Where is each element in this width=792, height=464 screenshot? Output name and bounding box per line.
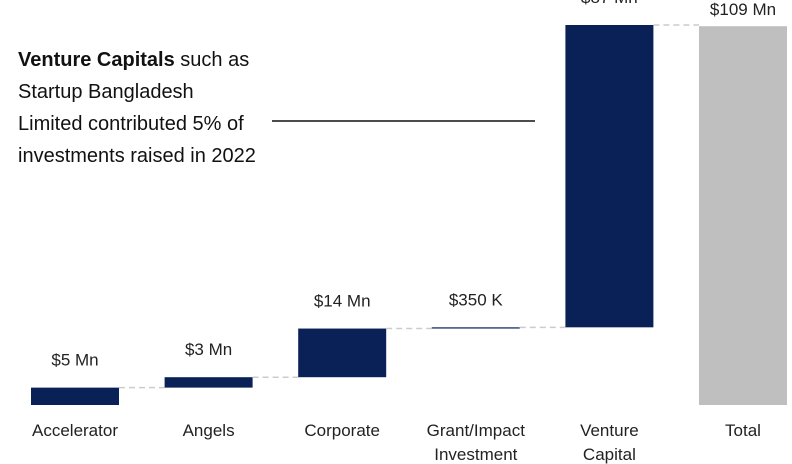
bar	[298, 328, 387, 378]
bar	[565, 25, 654, 328]
x-tick-label: Accelerator	[32, 421, 118, 440]
value-label: $5 Mn	[51, 351, 98, 370]
x-tick-label: Total	[725, 421, 761, 440]
value-label: $87 Mn	[581, 0, 638, 7]
x-tick-label: Grant/Impact Investment	[426, 421, 525, 464]
total-bar	[699, 26, 787, 405]
x-tick-label: Angels	[182, 421, 235, 440]
annotation: Venture Capitals such as Startup Banglad…	[18, 44, 263, 172]
x-tick-label: Corporate	[304, 421, 380, 440]
x-tick-label: Venture Capital	[580, 421, 639, 464]
value-label: $109 Mn	[710, 0, 776, 19]
bar	[31, 387, 119, 405]
value-label: $14 Mn	[314, 292, 371, 311]
annotation-bold: Venture Capitals	[18, 49, 175, 71]
value-label: $350 K	[449, 290, 504, 309]
annotation-text: such as Startup Bangladesh Limited contr…	[18, 49, 256, 167]
bar	[164, 377, 253, 388]
bar	[431, 327, 520, 329]
value-label: $3 Mn	[185, 340, 232, 359]
